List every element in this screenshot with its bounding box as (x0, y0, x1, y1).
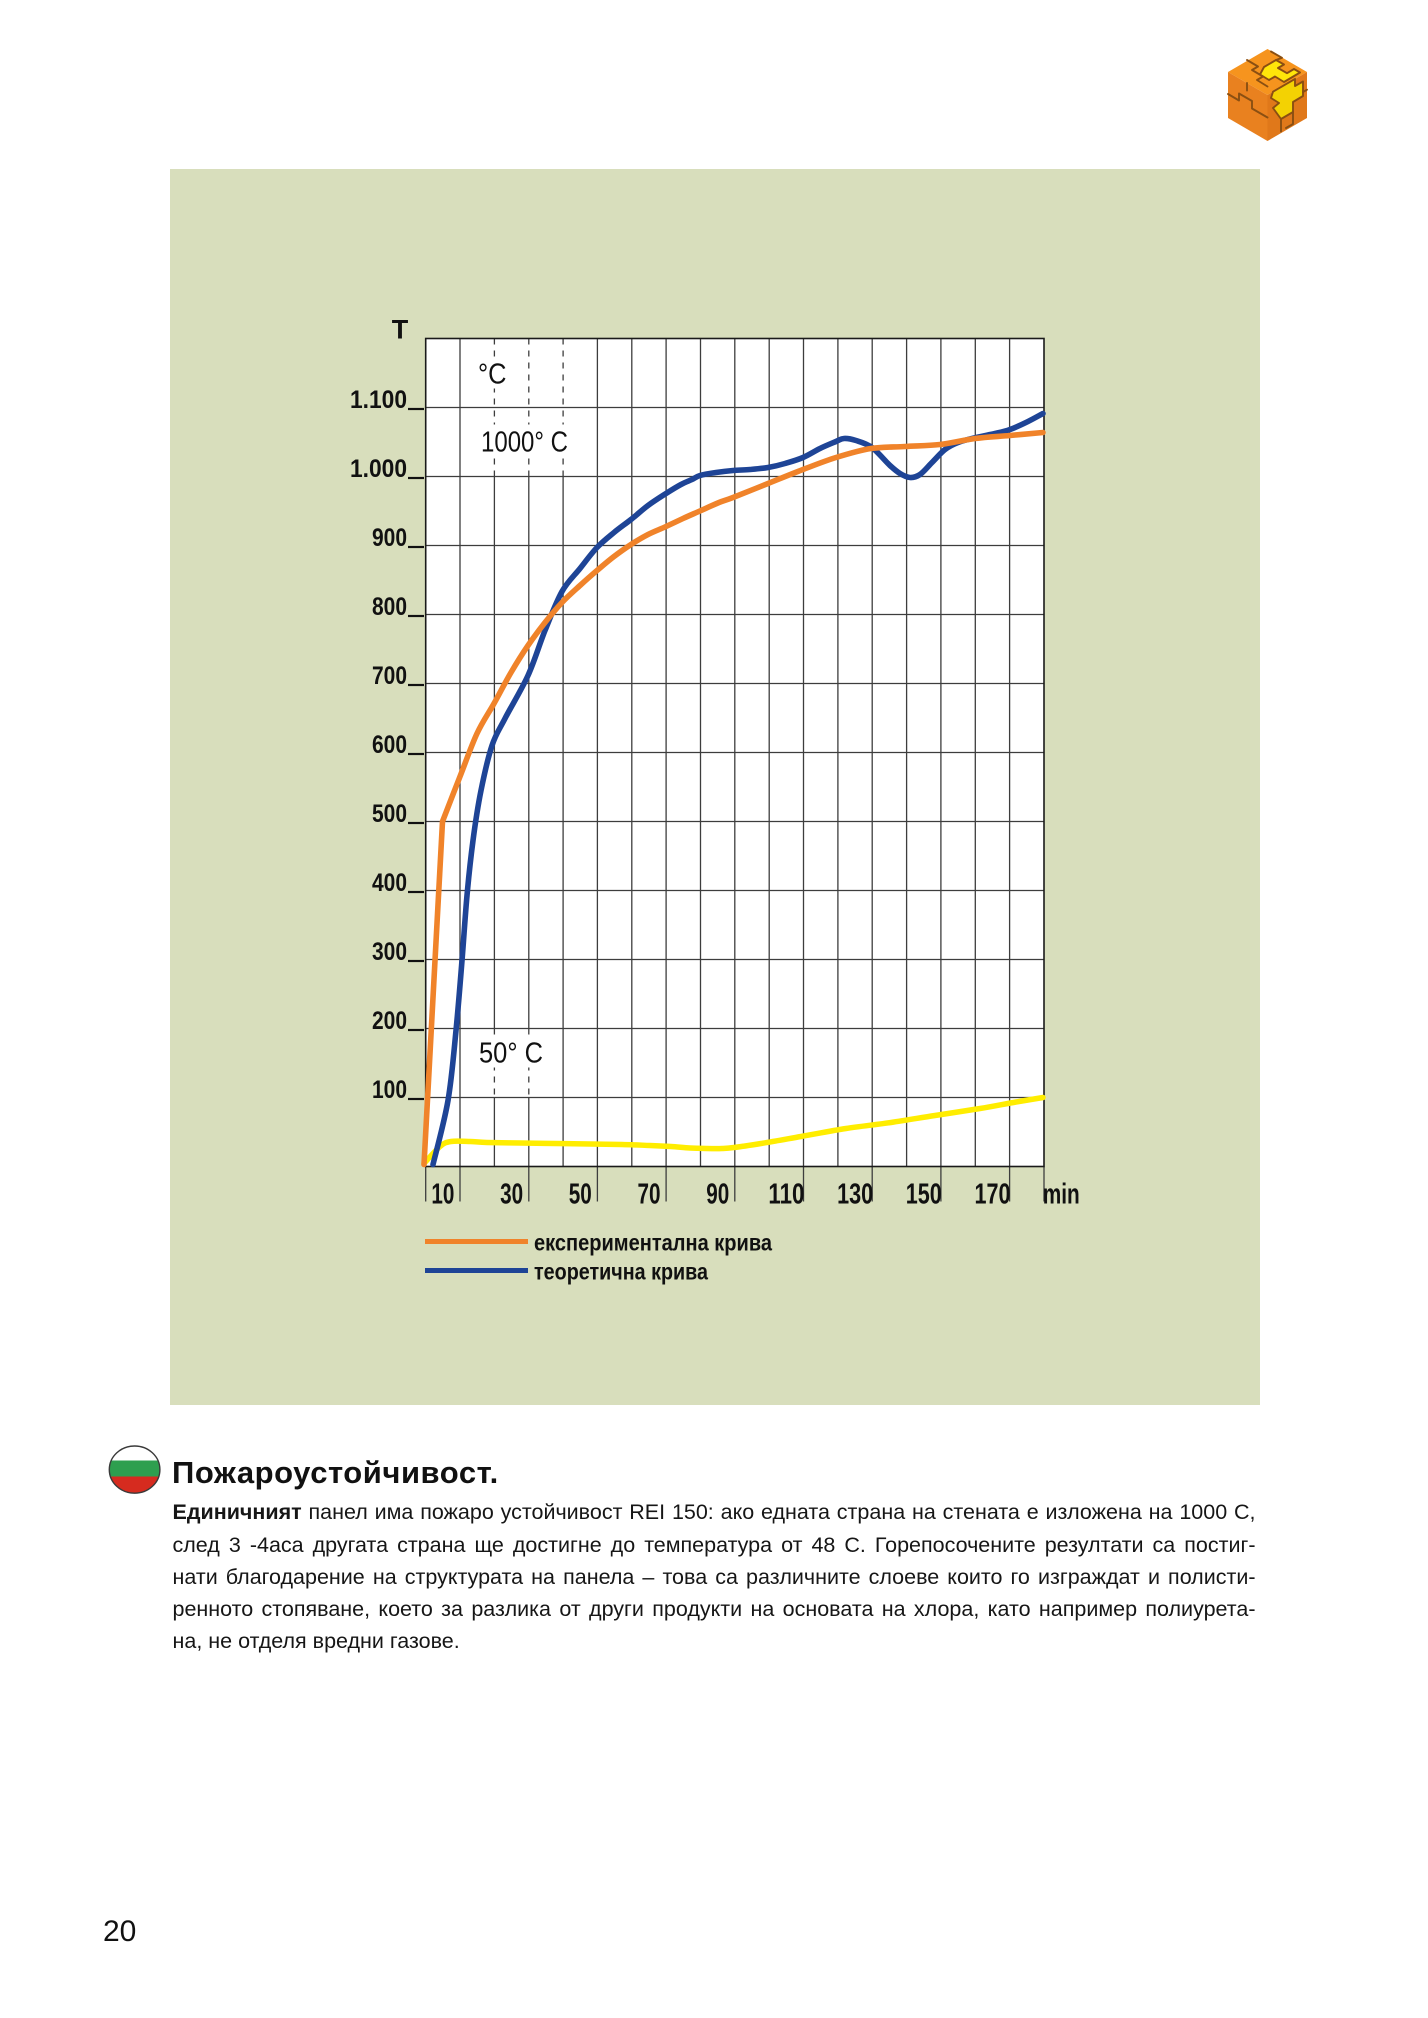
svg-text:900: 900 (372, 524, 407, 552)
svg-text:110: 110 (768, 1178, 804, 1210)
svg-text:150: 150 (906, 1178, 942, 1210)
svg-text:600: 600 (372, 731, 407, 759)
svg-text:700: 700 (372, 662, 407, 690)
svg-text:170: 170 (975, 1178, 1011, 1210)
svg-text:експериментална крива: експериментална крива (534, 1229, 772, 1255)
svg-text:50: 50 (569, 1178, 592, 1210)
svg-text:теоретична крива: теоретична крива (534, 1258, 708, 1284)
svg-text:50° C: 50° C (479, 1037, 543, 1069)
svg-text:1.100: 1.100 (350, 386, 407, 414)
svg-text:1000° C: 1000° C (481, 426, 568, 458)
svg-text:T: T (392, 314, 409, 344)
svg-text:400: 400 (372, 869, 407, 897)
svg-text:500: 500 (372, 800, 407, 828)
svg-text:10: 10 (431, 1178, 454, 1210)
svg-text:min: min (1043, 1178, 1080, 1210)
svg-text:130: 130 (837, 1178, 873, 1210)
svg-text:1.000: 1.000 (350, 455, 407, 483)
svg-text:300: 300 (372, 938, 407, 966)
svg-text:70: 70 (638, 1178, 661, 1210)
svg-text:800: 800 (372, 593, 407, 621)
svg-text:30: 30 (500, 1178, 523, 1210)
svg-text:200: 200 (372, 1007, 407, 1035)
svg-text:°C: °C (478, 358, 507, 390)
svg-text:100: 100 (372, 1076, 407, 1104)
svg-text:90: 90 (706, 1178, 729, 1210)
